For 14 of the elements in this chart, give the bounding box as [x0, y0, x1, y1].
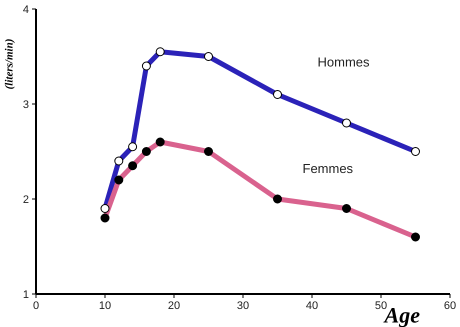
x-tick-label: 40	[306, 300, 318, 312]
y-tick-label: 4	[22, 4, 29, 16]
x-tick-label: 10	[98, 300, 112, 312]
y-tick-label: 3	[22, 98, 29, 111]
y-axis-title: (liters/min)	[4, 38, 16, 90]
text: Femmes	[302, 161, 354, 176]
x-tick-label: 0	[32, 300, 40, 312]
x-tick-label: 30	[236, 300, 250, 312]
text: Hommes	[318, 54, 370, 70]
y-tick-label: 1	[22, 288, 29, 301]
x-tick-label: 50	[374, 300, 388, 312]
x-tick-label: 60	[444, 300, 456, 312]
x-tick-label: 20	[168, 300, 180, 312]
y-tick-label: 2	[22, 194, 29, 206]
